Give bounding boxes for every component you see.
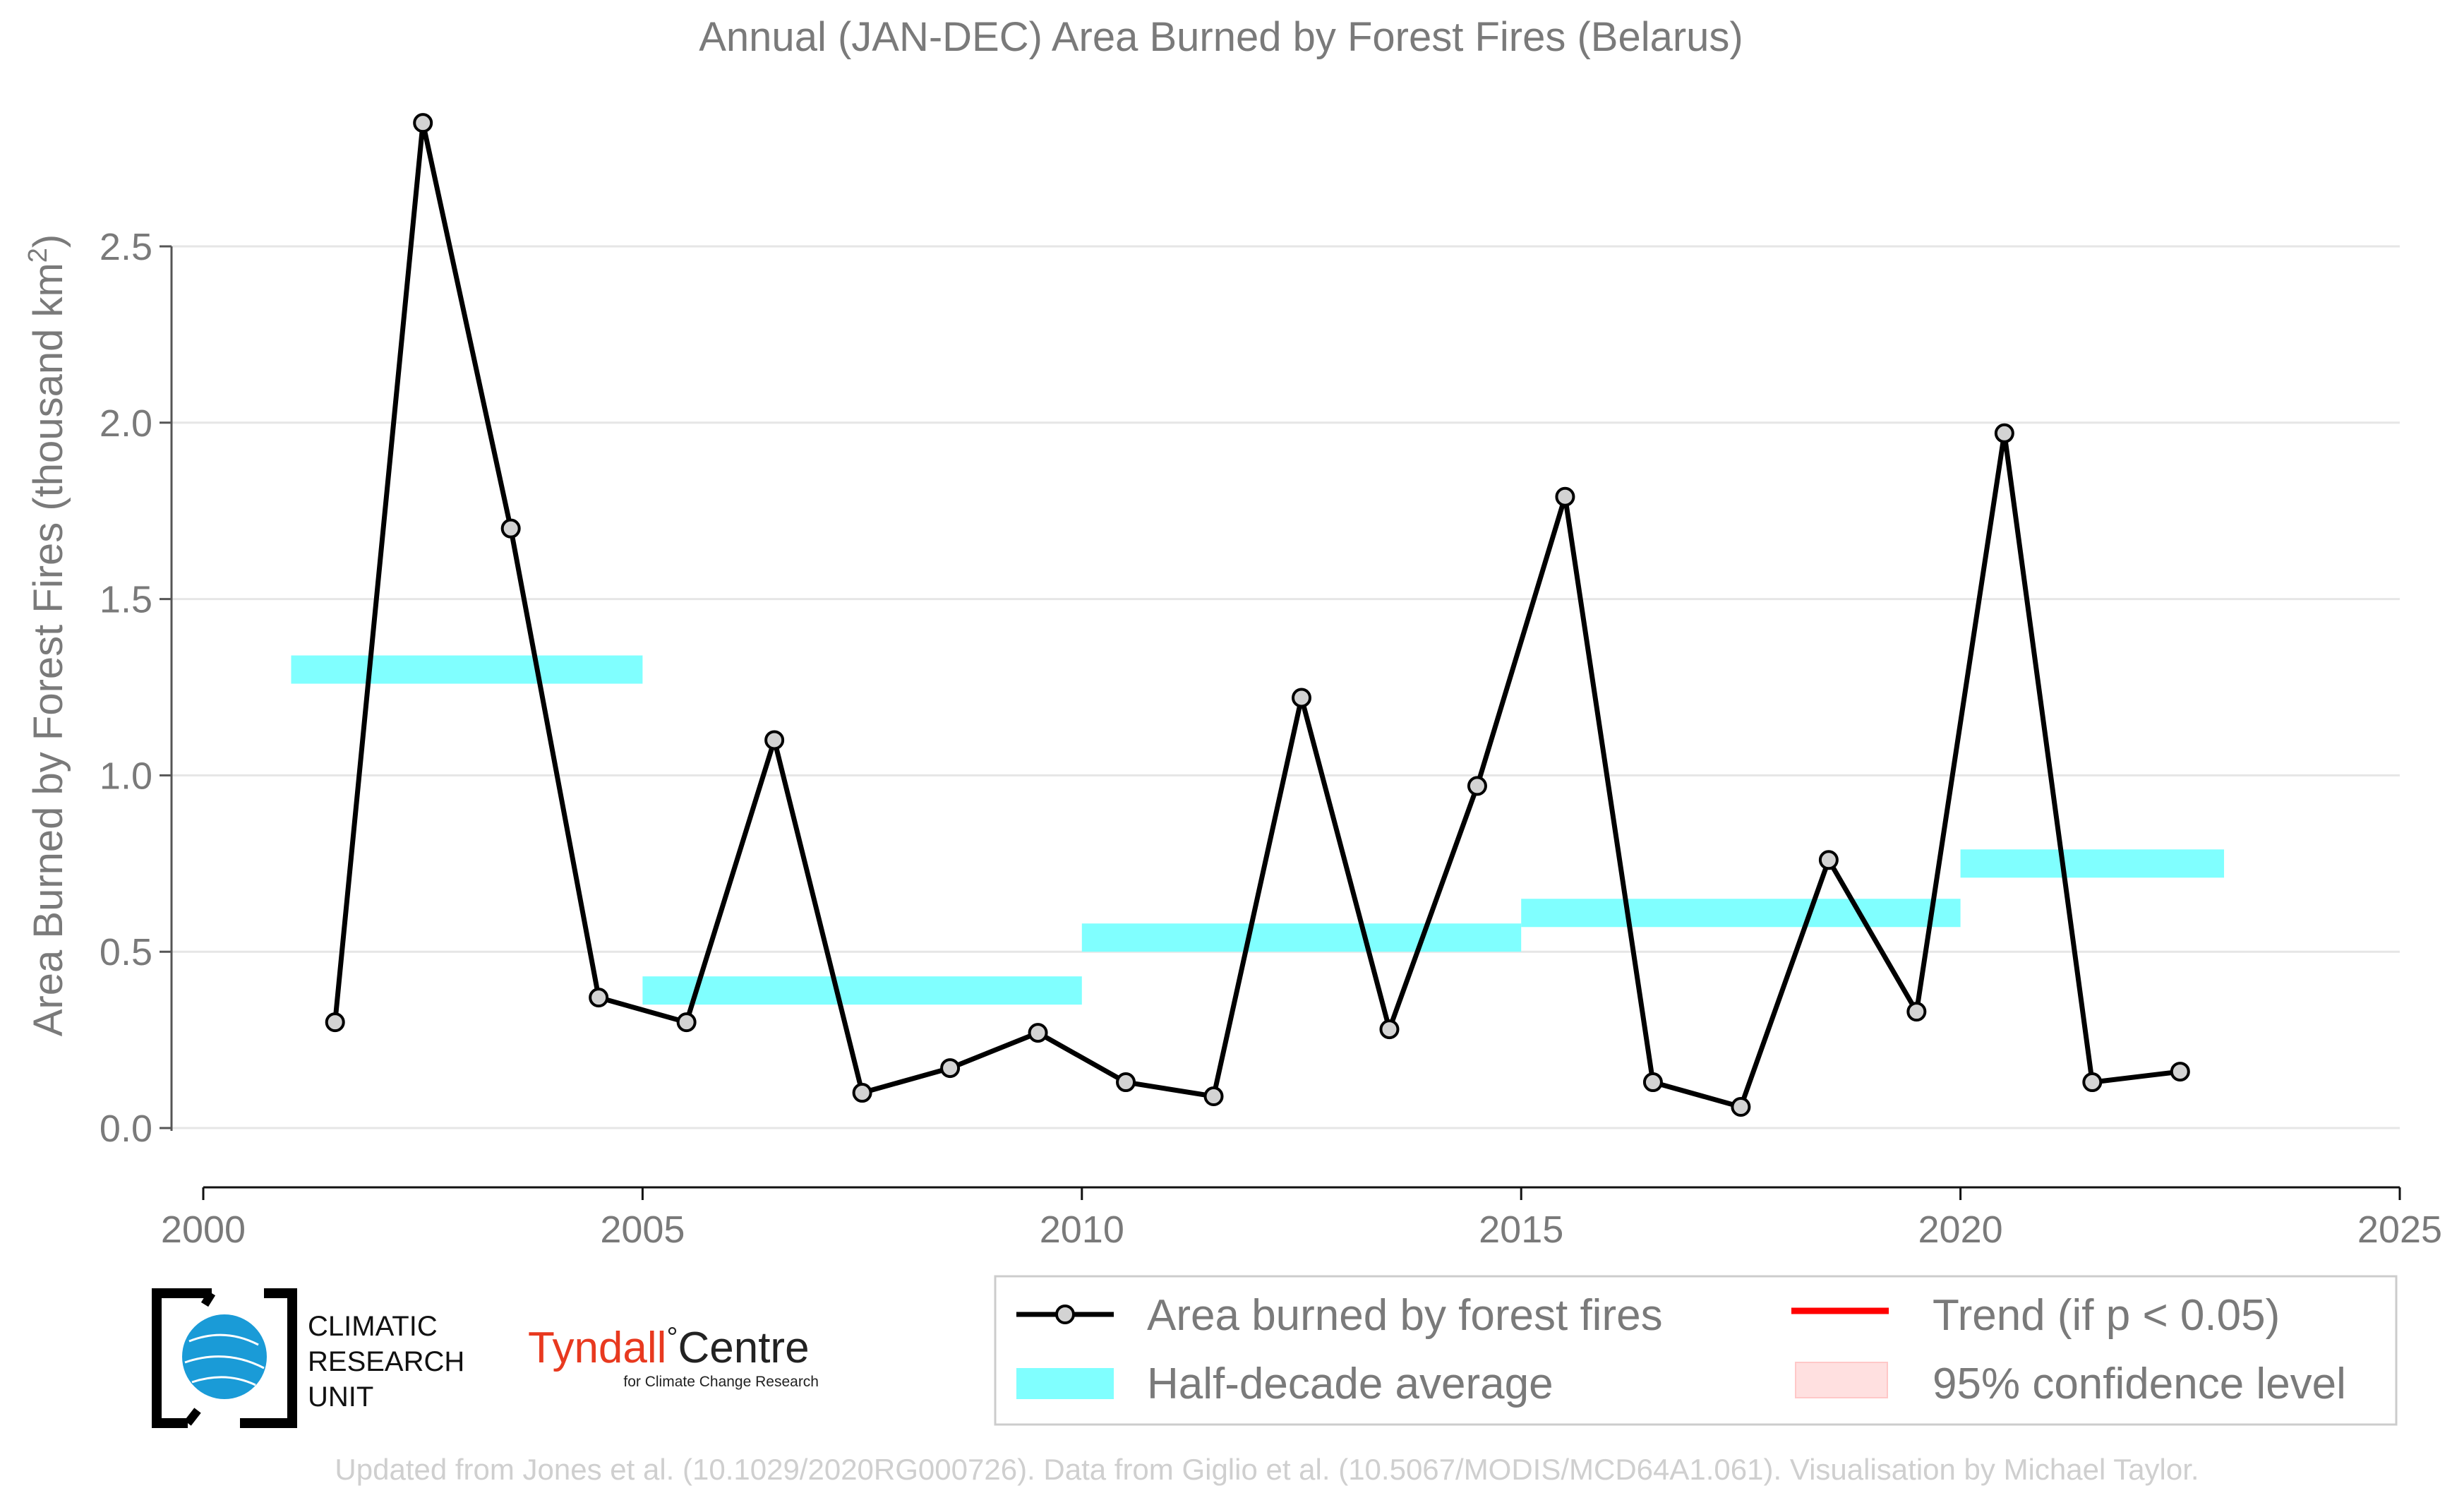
cru-logo-slash-top — [200, 1290, 216, 1307]
data-point — [1906, 1002, 1927, 1022]
y-axis-label-suffix: ) — [25, 234, 71, 248]
legend-confidence-swatch — [1795, 1362, 1888, 1398]
cru-logo-globe-swirl-2 — [184, 1355, 265, 1369]
cru-logo-globe-swirl-3 — [191, 1376, 256, 1386]
data-point — [1642, 1072, 1663, 1093]
data-point — [676, 1012, 697, 1033]
y-axis-label-main: Area Burned by Forest Fires (thousand km — [25, 263, 71, 1036]
cru-logo-line-1: CLIMATIC — [308, 1311, 438, 1342]
data-point — [589, 988, 609, 1008]
x-tick-label: 2005 — [600, 1209, 685, 1251]
cru-logo: CLIMATIC RESEARCH UNIT — [152, 1288, 464, 1428]
gridlines — [169, 245, 2400, 1129]
y-tick-label: 2.0 — [100, 402, 152, 445]
x-tick-label: 2025 — [2357, 1209, 2442, 1251]
x-tick-label: 2015 — [1479, 1209, 1563, 1251]
x-tick-label: 2010 — [1040, 1209, 1124, 1251]
y-tick-label: 0.5 — [100, 931, 152, 973]
half-decade-band — [1521, 899, 1961, 928]
data-point — [2082, 1072, 2103, 1093]
x-tick-label: 2000 — [161, 1209, 246, 1251]
data-point — [1818, 850, 1839, 870]
legend-band-swatch — [1016, 1368, 1114, 1399]
data-point — [1292, 688, 1311, 708]
data-point — [764, 730, 785, 750]
cru-logo-bracket-right — [240, 1288, 297, 1428]
tyndall-logo-subtitle: for Climate Change Research — [623, 1374, 819, 1390]
data-point — [500, 518, 521, 539]
data-point — [1116, 1072, 1136, 1093]
data-point — [1203, 1086, 1224, 1107]
y-axis: 0.0 0.5 1.0 1.5 2.0 2.5 — [100, 226, 173, 1150]
tyndall-logo-name: Tyndall°Centre — [528, 1322, 810, 1372]
half-decade-band — [1081, 923, 1522, 952]
data-point — [1379, 1019, 1400, 1040]
legend-box — [994, 1275, 2398, 1426]
half-decade-band — [1960, 849, 2225, 878]
data-point — [413, 113, 433, 133]
data-point — [1994, 423, 2014, 443]
data-point — [1028, 1023, 1048, 1043]
legend-label-trend: Trend (if p < 0.05) — [1933, 1291, 2280, 1340]
area-burned-series — [325, 113, 2190, 1117]
y-tick-label: 0.0 — [100, 1108, 152, 1150]
half-decade-average-bands — [291, 655, 2225, 1005]
half-decade-band — [642, 976, 1082, 1005]
credit-line: Updated from Jones et al. (10.1029/2020R… — [335, 1453, 2199, 1486]
cru-logo-globe-swirl-1 — [188, 1333, 259, 1346]
legend-label-series: Area burned by forest fires — [1147, 1291, 1663, 1340]
legend: Area burned by forest fires Trend (if p … — [994, 1275, 2398, 1426]
x-tick-label: 2020 — [1918, 1209, 2003, 1251]
half-decade-band — [291, 655, 643, 684]
legend-label-band: Half-decade average — [1147, 1360, 1553, 1408]
legend-label-confidence: 95% confidence level — [1933, 1360, 2346, 1408]
chart-title: Annual (JAN-DEC) Area Burned by Forest F… — [699, 14, 1743, 60]
cru-logo-line-2: RESEARCH — [308, 1346, 464, 1377]
y-axis-label: Area Burned by Forest Fires (thousand km… — [23, 234, 71, 1037]
data-point — [1731, 1097, 1751, 1117]
data-point — [325, 1012, 345, 1033]
data-point — [940, 1058, 961, 1079]
data-point — [2170, 1062, 2190, 1082]
cru-logo-bracket-left — [152, 1288, 212, 1428]
y-tick-label: 2.5 — [100, 226, 152, 268]
legend-series-marker-swatch — [1055, 1305, 1075, 1324]
series-line — [332, 120, 2181, 1110]
data-point — [1467, 776, 1487, 796]
x-axis: 2000 2005 2010 2015 2020 2025 — [161, 1186, 2442, 1251]
y-axis-label-superscript: 2 — [23, 248, 53, 263]
y-tick-label: 1.0 — [100, 755, 152, 797]
data-point — [1555, 486, 1575, 507]
tyndall-logo-tyndall: Tyndall — [528, 1324, 666, 1372]
tyndall-logo-centre: Centre — [678, 1324, 809, 1372]
y-tick-label: 1.5 — [100, 579, 152, 621]
tyndall-logo: Tyndall°Centre for Climate Change Resear… — [528, 1322, 819, 1390]
cru-logo-slash-bottom — [184, 1408, 201, 1426]
data-point — [852, 1083, 872, 1103]
cru-logo-line-3: UNIT — [308, 1381, 373, 1413]
tyndall-logo-degree: ° — [666, 1322, 678, 1353]
